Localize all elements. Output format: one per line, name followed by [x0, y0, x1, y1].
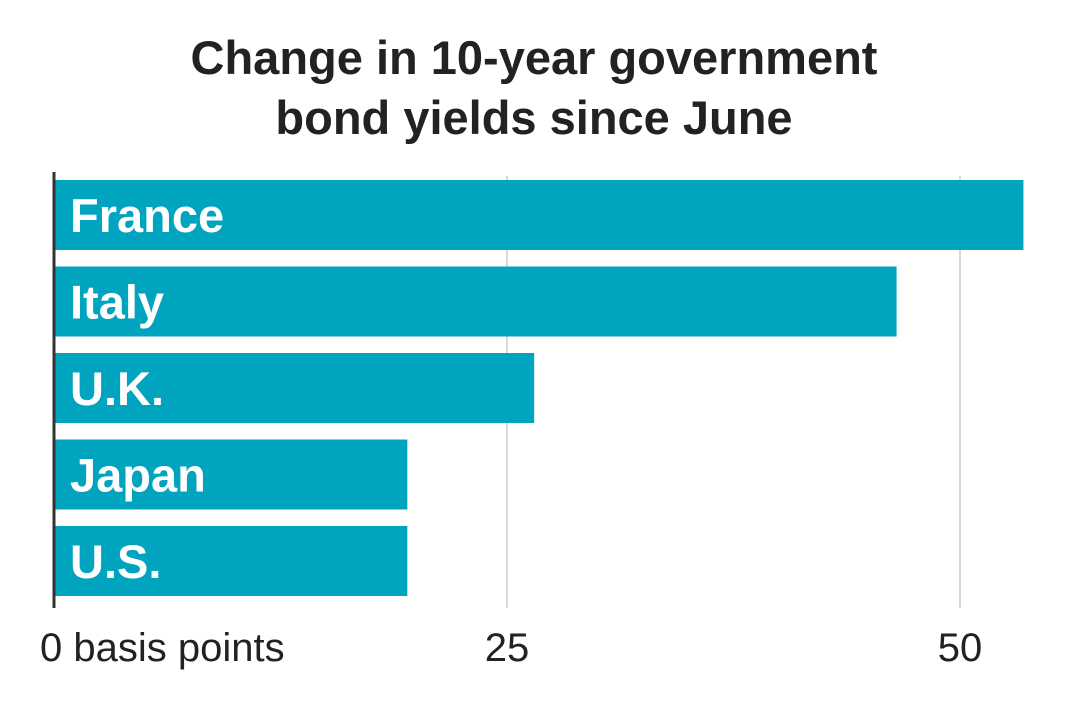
bars: France Italy U.K. Japan U.S.	[54, 180, 1024, 596]
bar-label-japan: Japan	[70, 449, 206, 502]
bar-japan	[54, 439, 408, 510]
bar-italy	[54, 266, 897, 337]
bar-label-france: France	[70, 189, 224, 242]
bar-label-u-s: U.S.	[70, 535, 161, 588]
bar-france	[54, 180, 1024, 250]
x-tick-label-25: 25	[485, 626, 530, 670]
chart-title: Change in 10-year government bond yields…	[190, 31, 878, 144]
x-tick-label-0: 0 basis points	[40, 626, 285, 670]
bar-u-k	[54, 353, 535, 423]
x-tick-label-50: 50	[938, 626, 983, 670]
x-tick-labels: 0 basis points 25 50	[40, 626, 982, 670]
bar-label-italy: Italy	[70, 276, 164, 329]
bar-label-u-k: U.K.	[70, 362, 164, 415]
bar-u-s	[54, 526, 408, 596]
